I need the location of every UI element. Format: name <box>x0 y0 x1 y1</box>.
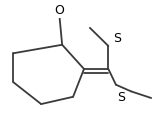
Text: S: S <box>113 32 121 45</box>
Text: O: O <box>55 4 65 17</box>
Text: S: S <box>117 91 125 104</box>
